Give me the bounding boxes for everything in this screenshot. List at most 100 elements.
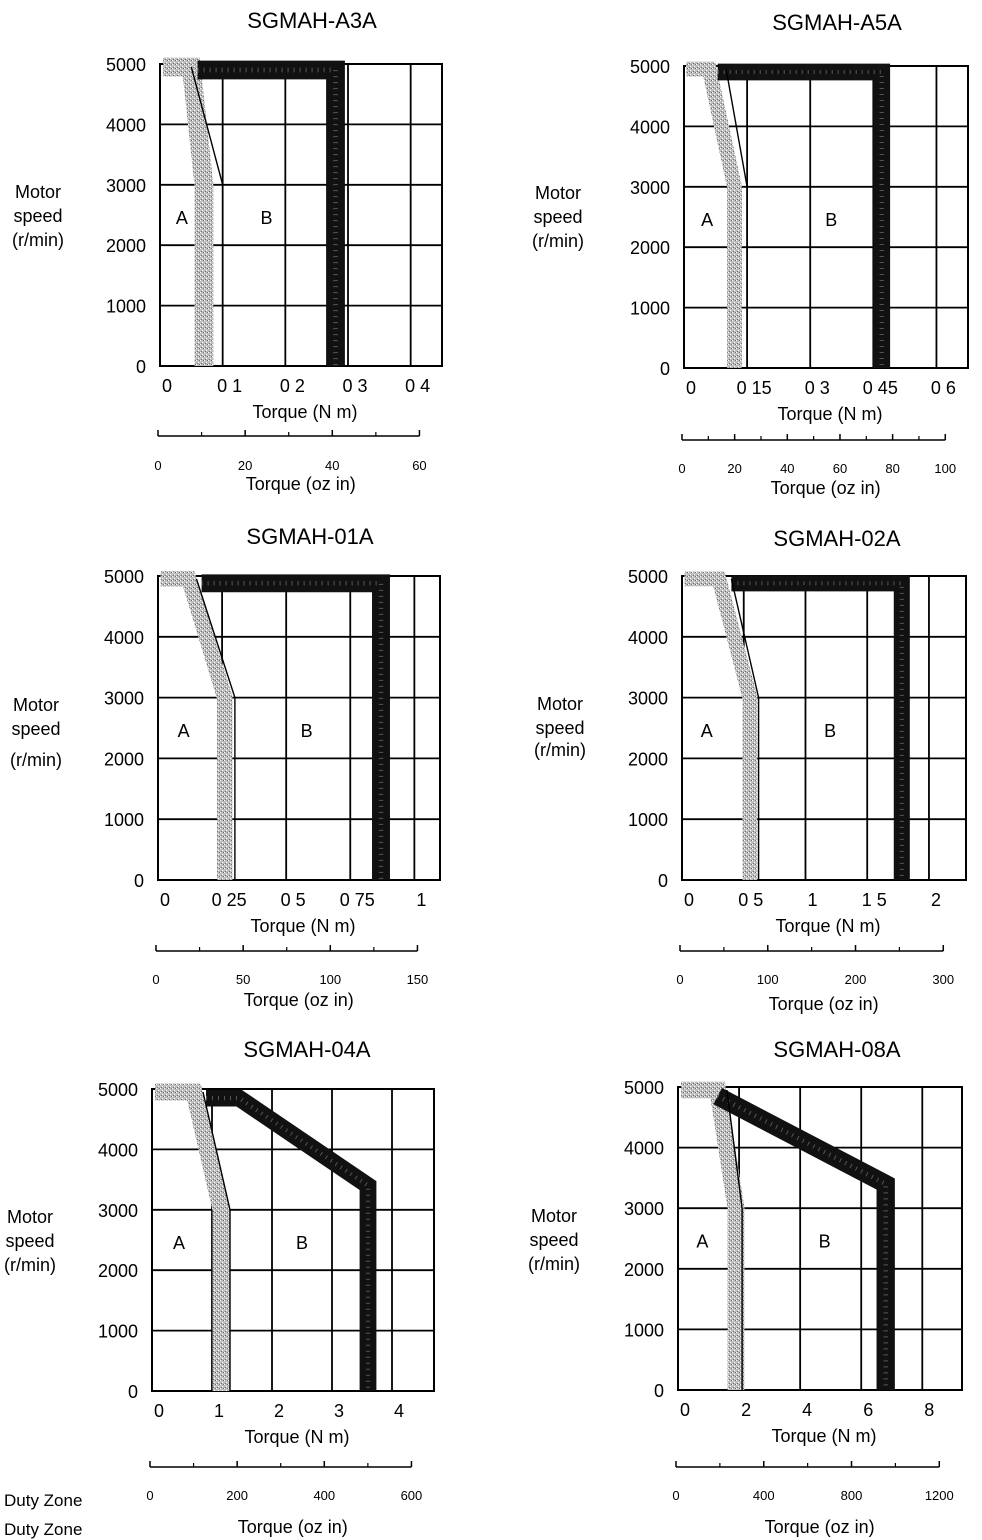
zone-label-b: B [261, 208, 273, 228]
boundary-line [202, 1091, 231, 1391]
y-tick-label: 2000 [106, 236, 146, 256]
chart-sgmah-a3a: SGMAH-A3A A B 0 1000 2000 3000 4000 5000 Motor spe… [12, 8, 443, 494]
zone-label-b: B [301, 721, 313, 741]
y-axis-label: (r/min) [534, 740, 586, 760]
y-tick-label: 3000 [106, 176, 146, 196]
y-tick-label: 5000 [630, 57, 670, 77]
boundary-line [190, 66, 224, 366]
oz-tick-label: 0 [146, 1488, 153, 1503]
x-tick-label: 0 [680, 1400, 690, 1420]
y-tick-label: 4000 [624, 1139, 664, 1159]
oz-tick-label: 200 [845, 972, 867, 987]
y-tick-label: 4000 [106, 115, 146, 135]
y-tick-label: 3000 [630, 178, 670, 198]
x-tick-label: 0 [154, 1401, 164, 1421]
oz-tick-label: 20 [727, 461, 741, 476]
y-tick-label: 0 [136, 357, 146, 377]
chart-title: SGMAH-02A [773, 526, 900, 551]
y-tick-label: 1000 [104, 810, 144, 830]
oz-tick-label: 0 [676, 972, 683, 987]
oz-axis-label: Torque (oz in) [771, 478, 881, 498]
oz-tick-label: 50 [236, 972, 250, 987]
zone-label-a: A [701, 721, 713, 741]
oz-tick-label: 200 [226, 1488, 248, 1503]
zone-label-a: A [696, 1232, 708, 1252]
y-axis-label: (r/min) [4, 1255, 56, 1275]
boundary-line [726, 1089, 743, 1390]
y-tick-label: 4000 [628, 628, 668, 648]
oz-tick-label: 1200 [925, 1488, 954, 1503]
series-speckle-b [717, 69, 884, 368]
series-line-b [206, 1089, 377, 1391]
y-axis-label: speed [535, 718, 584, 738]
chart-title: SGMAH-04A [243, 1037, 370, 1062]
x-tick-label: 0 3 [805, 378, 830, 398]
x-tick-label: 0 3 [342, 376, 367, 396]
x-axis-label: Torque (N m) [250, 916, 355, 936]
y-tick-label: 0 [660, 359, 670, 379]
y-tick-label: 1000 [106, 297, 146, 317]
x-axis-label: Torque (N m) [775, 916, 880, 936]
y-axis-label: speed [11, 719, 60, 739]
series-line-a [160, 571, 233, 880]
x-tick-label: 0 4 [405, 376, 430, 396]
oz-tick-label: 20 [238, 458, 252, 473]
boundary-line [730, 578, 760, 880]
x-tick-label: 0 25 [212, 890, 247, 910]
x-tick-label: 0 5 [281, 890, 306, 910]
oz-tick-label: 40 [325, 458, 339, 473]
oz-tick-label: 0 [152, 972, 159, 987]
series-line-b [201, 574, 390, 880]
series-line-b [713, 1087, 895, 1390]
duty-zone-label-2: Duty Zone [4, 1520, 82, 1539]
zone-label-a: A [701, 210, 713, 230]
chart-title: SGMAH-A5A [772, 10, 902, 35]
y-tick-label: 1000 [630, 299, 670, 319]
y-tick-label: 5000 [104, 567, 144, 587]
x-tick-label: 3 [334, 1401, 344, 1421]
boundary-line [195, 578, 236, 880]
oz-tick-label: 800 [841, 1488, 863, 1503]
oz-axis-label: Torque (oz in) [244, 990, 354, 1010]
oz-axis-label: Torque (oz in) [769, 994, 879, 1014]
y-axis-label: speed [5, 1231, 54, 1251]
y-tick-label: 3000 [628, 689, 668, 709]
zone-label-a: A [178, 721, 190, 741]
x-tick-label: 0 [160, 890, 170, 910]
oz-tick-label: 100 [757, 972, 779, 987]
x-axis-label: Torque (N m) [252, 402, 357, 422]
y-tick-label: 5000 [106, 55, 146, 75]
y-tick-label: 0 [128, 1382, 138, 1402]
x-axis-label: Torque (N m) [771, 1426, 876, 1446]
y-tick-label: 1000 [628, 810, 668, 830]
boundary-line [725, 68, 748, 368]
y-axis-label: Motor [15, 182, 61, 202]
y-tick-label: 3000 [104, 689, 144, 709]
y-axis-label: (r/min) [10, 750, 62, 770]
y-tick-label: 5000 [628, 567, 668, 587]
x-tick-label: 2 [931, 890, 941, 910]
series-line-a [155, 1083, 230, 1391]
oz-tick-label: 100 [934, 461, 956, 476]
x-tick-label: 0 15 [737, 378, 772, 398]
y-tick-label: 1000 [624, 1320, 664, 1340]
x-axis-label: Torque (N m) [777, 404, 882, 424]
x-tick-label: 6 [863, 1400, 873, 1420]
zone-label-b: B [825, 210, 837, 230]
zone-label-a: A [176, 208, 188, 228]
chart-title: SGMAH-A3A [247, 8, 377, 33]
x-tick-label: 8 [924, 1400, 934, 1420]
chart-title: SGMAH-08A [773, 1037, 900, 1062]
y-axis-label: speed [13, 206, 62, 226]
series-line-a [163, 57, 214, 366]
y-tick-label: 1000 [98, 1322, 138, 1342]
y-tick-label: 4000 [98, 1140, 138, 1160]
x-tick-label: 1 [807, 890, 817, 910]
y-tick-label: 3000 [624, 1199, 664, 1219]
y-tick-label: 0 [654, 1381, 664, 1401]
y-axis-label: Motor [535, 183, 581, 203]
